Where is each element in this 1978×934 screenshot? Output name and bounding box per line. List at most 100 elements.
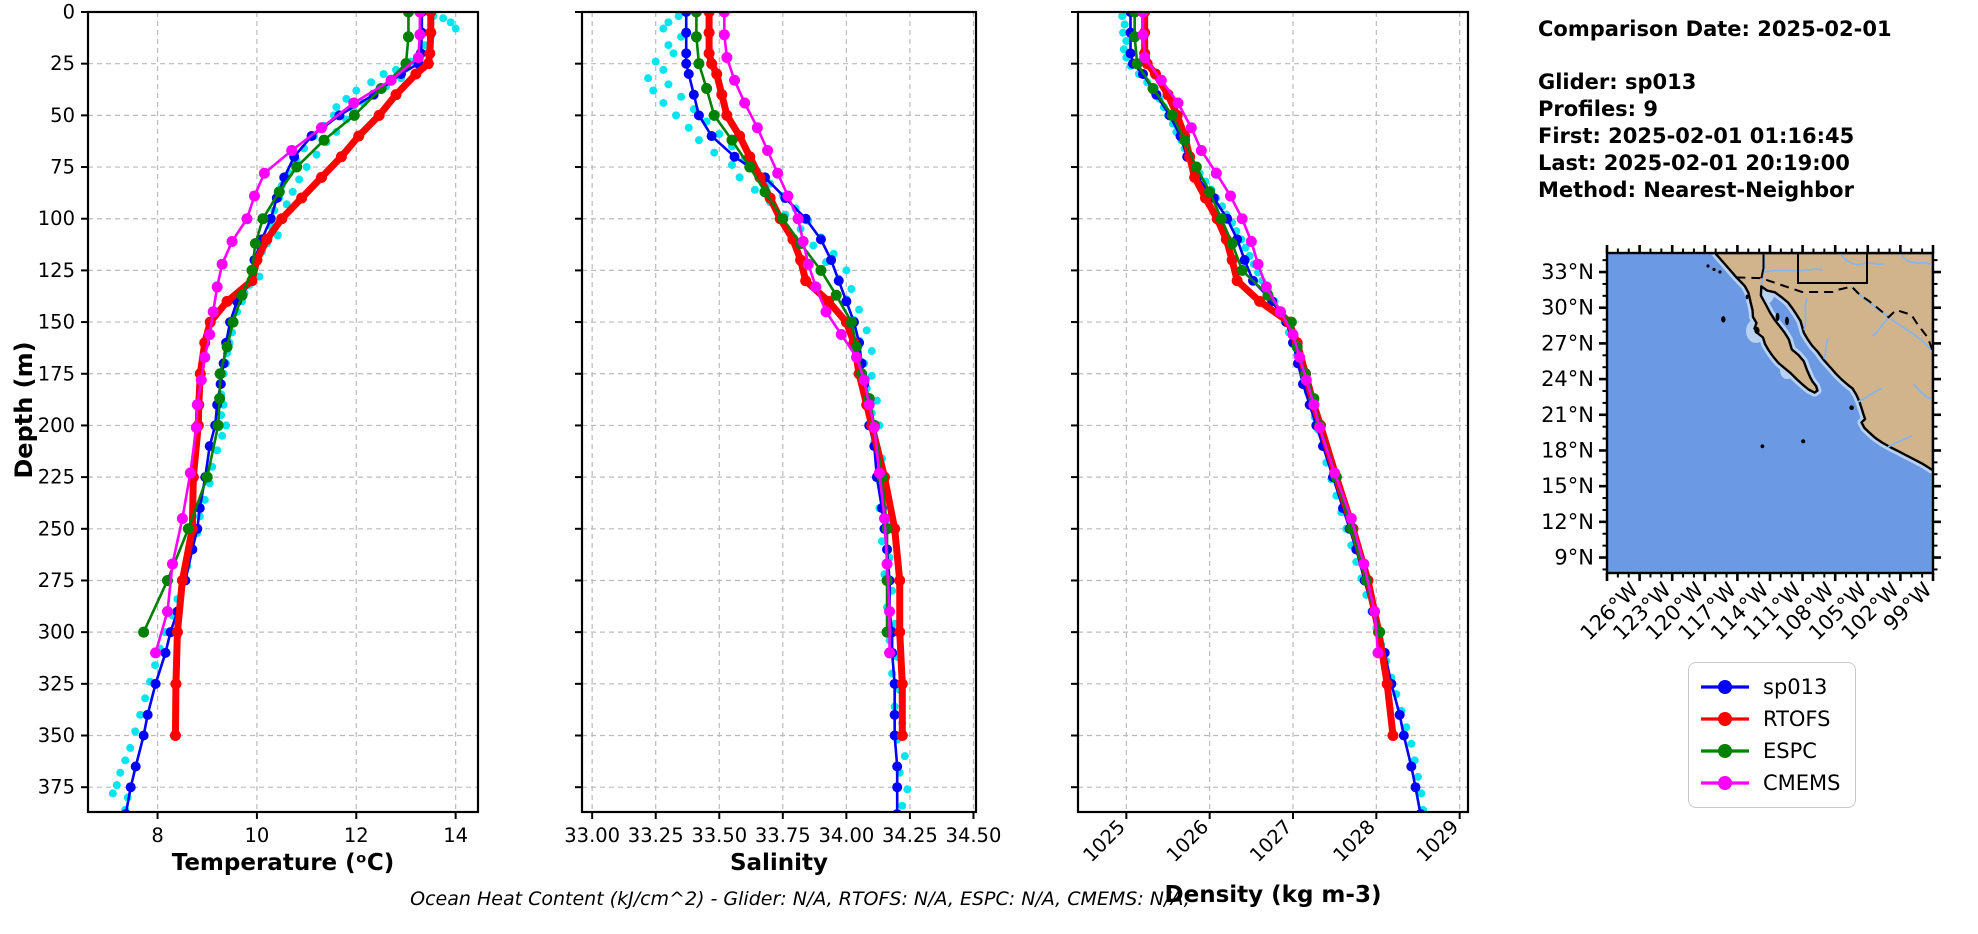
plot-area <box>108 12 460 812</box>
scatter-glider-raw <box>108 12 460 812</box>
comparison-date: Comparison Date: 2025-02-01 <box>1538 17 1892 41</box>
series-CMEMS <box>718 12 896 659</box>
y-tick-label: 100 <box>38 207 75 230</box>
tick-labels: 33.00 33.25 33.50 33.75 34.00 34.25 34.50 <box>564 824 1001 847</box>
x-tick-label: 33.00 <box>564 824 620 847</box>
tick-labels: 1025 1026 1027 1028 1029 <box>1079 815 1464 866</box>
location-map: 33°N 30°N 27°N 24°N 21°N 18°N 15°N 12°N 9°N 126°W… <box>1540 240 1978 700</box>
map-lat-label: 18°N <box>1541 438 1594 462</box>
series-sp013 <box>1125 12 1426 812</box>
legend-item-rtofs: RTOFS <box>1699 703 1843 735</box>
y-tick-label: 125 <box>38 259 75 282</box>
islands <box>1706 264 1854 449</box>
legend-marker-icon <box>1701 680 1749 694</box>
tick-labels: 8 10 12 14 0 25 50 75 100 125 150 175 200 225 250 275 30… <box>38 1 468 848</box>
y-tick-label: 25 <box>50 52 75 75</box>
density-plot: 1025 1026 1027 1028 1029 Density (kg m-3) <box>1071 10 1470 908</box>
y-tick-label: 175 <box>38 362 75 385</box>
salinity-panel: 33.00 33.25 33.50 33.75 34.00 34.25 34.50 Salin… <box>564 10 1001 876</box>
country-border <box>1736 276 1933 353</box>
legend: sp013 RTOFS ESPC CMEMS <box>1688 662 1856 808</box>
density-panel: 1025 1026 1027 1028 1029 Density (kg m-3) <box>1071 10 1470 908</box>
legend-label: ESPC <box>1763 739 1817 763</box>
axes-frame <box>86 10 480 814</box>
plot-area <box>1118 12 1427 812</box>
gridlines <box>582 11 976 812</box>
map-lat-label: 12°N <box>1541 510 1594 534</box>
map-lat-label: 24°N <box>1541 367 1594 391</box>
y-tick-label: 300 <box>38 621 75 644</box>
series-RTOFS <box>169 12 437 742</box>
scatter-glider-raw <box>1118 12 1427 812</box>
temperature-panel: 8 10 12 14 0 25 50 75 100 125 150 175 200 225 250 275 30… <box>38 1 480 876</box>
x-tick-label: 33.75 <box>755 824 811 847</box>
x-tick-label: 10 <box>245 824 270 847</box>
series-sp013 <box>121 12 427 812</box>
depth-axis-label: Depth (m) <box>10 341 38 479</box>
map-lat-label: 21°N <box>1541 403 1594 427</box>
map-lat-label: 30°N <box>1541 296 1594 320</box>
y-tick-label: 275 <box>38 569 75 592</box>
map-lat-label: 15°N <box>1541 474 1594 498</box>
metadata-line: First: 2025-02-01 01:16:45 <box>1538 124 1855 148</box>
y-tick-label: 225 <box>38 466 75 489</box>
series-CMEMS <box>150 12 426 659</box>
axes-frame <box>1076 10 1470 814</box>
x-tick-label: 1025 <box>1079 815 1130 866</box>
map-plot: 33°N30°N27°N24°N21°N18°N15°N12°N9°N126°W… <box>1541 245 1941 645</box>
y-tick-label: 150 <box>38 311 75 334</box>
legend-item-espc: ESPC <box>1699 735 1843 767</box>
series-ESPC <box>138 12 414 638</box>
y-tick-label: 350 <box>38 724 75 747</box>
map-svg: 33°N30°N27°N24°N21°N18°N15°N12°N9°N126°W… <box>1541 245 1941 645</box>
legend-marker-icon <box>1701 744 1749 758</box>
map-lat-label: 9°N <box>1554 546 1594 570</box>
map-lat-label: 33°N <box>1541 260 1594 284</box>
metadata-line: Last: 2025-02-01 20:19:00 <box>1538 151 1850 175</box>
x-tick-label: 33.25 <box>628 824 684 847</box>
y-tick-label: 50 <box>50 104 75 127</box>
x-tick-label: 34.50 <box>946 824 1002 847</box>
glider-metadata-lines: Glider: sp013 Profiles: 9 First: 2025-02-0… <box>1538 69 1892 204</box>
legend-label: sp013 <box>1763 675 1828 699</box>
metadata-line: Profiles: 9 <box>1538 97 1659 121</box>
legend-marker-icon <box>1701 776 1749 790</box>
y-tick-label: 250 <box>38 517 75 540</box>
y-tick-label: 0 <box>63 1 75 24</box>
gridlines <box>1078 11 1468 812</box>
axes-frame <box>580 10 978 814</box>
axis-ticks <box>1071 11 1461 819</box>
series-CMEMS <box>1137 12 1384 659</box>
gridlines <box>88 11 478 812</box>
y-tick-label: 200 <box>38 414 75 437</box>
legend-label: CMEMS <box>1763 771 1841 795</box>
x-axis-label: Temperature (ᵒC) <box>172 850 395 876</box>
series-RTOFS <box>703 12 908 742</box>
y-tick-label: 375 <box>38 776 75 799</box>
x-tick-label: 34.00 <box>818 824 874 847</box>
x-tick-label: 8 <box>151 824 163 847</box>
x-tick-label: 14 <box>443 824 468 847</box>
metadata-line: Glider: sp013 <box>1538 70 1697 94</box>
y-tick-label: 325 <box>38 672 75 695</box>
legend-item-cmems: CMEMS <box>1699 767 1843 799</box>
x-tick-label: 1026 <box>1162 815 1213 866</box>
map-lat-label: 27°N <box>1541 331 1594 355</box>
ocean-heat-content-note: Ocean Heat Content (kJ/cm^2) - Glider: N… <box>410 888 1190 910</box>
x-tick-label: 1027 <box>1245 815 1296 866</box>
salinity-plot: 33.00 33.25 33.50 33.75 34.00 34.25 34.50 Salin… <box>564 10 1001 876</box>
y-tick-label: 75 <box>50 156 75 179</box>
x-axis-label: Density (kg m-3) <box>1165 882 1382 908</box>
x-tick-label: 1029 <box>1412 815 1463 866</box>
x-tick-label: 34.25 <box>882 824 938 847</box>
x-tick-label: 12 <box>344 824 369 847</box>
legend-item-sp013: sp013 <box>1699 671 1843 703</box>
legend-label: RTOFS <box>1763 707 1831 731</box>
axis-ticks <box>575 11 975 819</box>
state-borders <box>1760 253 1868 284</box>
legend-marker-icon <box>1701 712 1749 726</box>
x-tick-label: 33.50 <box>691 824 747 847</box>
land-mass <box>1713 253 1933 472</box>
comparison-info-block: Comparison Date: 2025-02-01 Glider: sp01… <box>1538 16 1892 204</box>
x-axis-label: Salinity <box>730 850 828 876</box>
